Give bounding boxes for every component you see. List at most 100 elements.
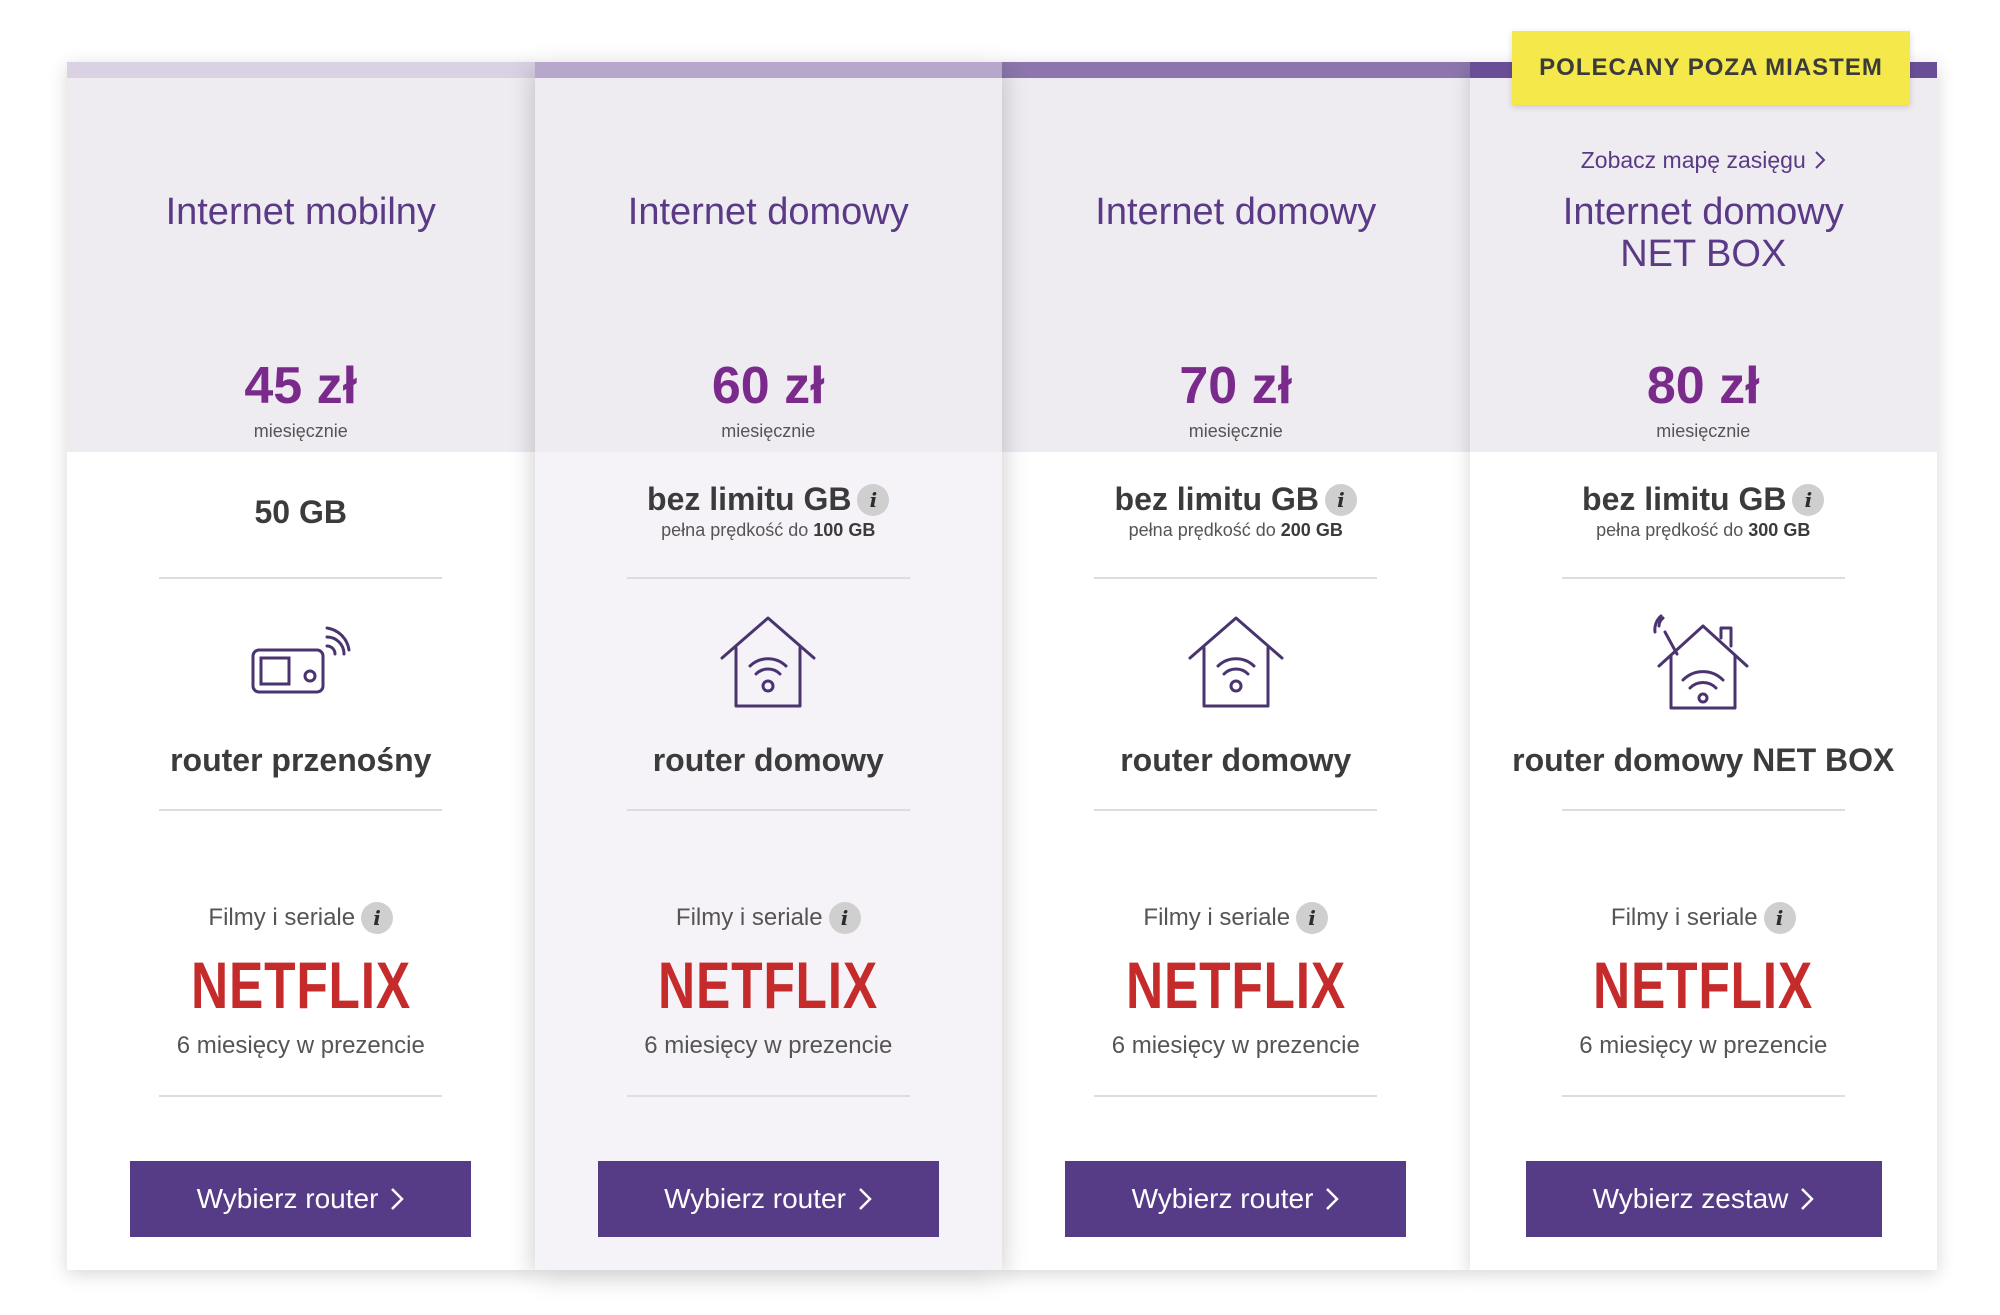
plan-price: 70 zł [1179, 357, 1293, 415]
router-icon-container [67, 607, 535, 717]
plan-price: 80 zł [1646, 357, 1760, 415]
promo-text: 6 miesięcy w prezencie [1111, 1032, 1360, 1059]
plan-card-home-70: Internet domowy 70 zł miesięcznie bez li… [1002, 62, 1470, 1270]
home-router-icon [720, 616, 816, 708]
divider [1094, 1095, 1377, 1097]
netflix-logo: NETFLIX [67, 950, 535, 1020]
netflix-wordmark: NETFLIX [190, 948, 411, 1022]
cta-label: Wybierz zestaw [1592, 1183, 1789, 1214]
divider [1561, 577, 1845, 579]
promo-text: 6 miesięcy w prezencie [176, 1032, 425, 1059]
speed-note-value: 300 GB [1748, 520, 1811, 540]
films-label: Filmy i seriale i [535, 902, 1003, 934]
card-top-bar [1002, 62, 1470, 78]
cta-label: Wybierz router [1131, 1183, 1314, 1214]
plan-header: Internet domowy [534, 78, 1002, 452]
info-icon[interactable]: i [828, 902, 861, 934]
portable-router-icon [251, 626, 351, 694]
card-top-bar [534, 62, 1002, 78]
speed-note-value: 100 GB [813, 520, 876, 540]
data-allowance: 50 GB [254, 494, 347, 530]
divider [159, 809, 442, 811]
films-label: Filmy i seriale i [1002, 902, 1470, 934]
data-allowance: bez limitu GB i [1002, 481, 1470, 517]
speed-note-prefix: pełna prędkość do [1128, 520, 1276, 540]
netbox-house-antenna-icon [1653, 614, 1749, 710]
home-router-icon [1188, 616, 1284, 708]
promo-text: 6 miesięcy w prezencie [1579, 1032, 1828, 1059]
divider [626, 809, 910, 811]
recommended-badge: POLECANY POZA MIASTEM [1512, 31, 1910, 105]
plan-period: miesięcznie [1188, 421, 1283, 441]
plan-price: 45 zł [244, 357, 358, 415]
info-icon[interactable]: i [857, 484, 890, 516]
router-icon-container [1002, 607, 1470, 717]
plan-header: Internet domowy [1002, 78, 1470, 452]
router-icon-container [1470, 607, 1938, 717]
plan-title: Internet domowy [627, 191, 909, 233]
netflix-logo: NETFLIX [1470, 950, 1938, 1020]
info-icon[interactable]: i [1763, 902, 1796, 934]
plan-title: Internet domowy [1095, 191, 1377, 233]
films-text: Filmy i seriale [1610, 904, 1758, 931]
info-icon[interactable]: i [361, 902, 394, 934]
choose-router-button[interactable]: Wybierz router [1065, 1161, 1406, 1237]
divider [1094, 577, 1377, 579]
speed-note-prefix: pełna prędkość do [1596, 520, 1744, 540]
card-top-bar [67, 62, 535, 78]
plan-header: Zobacz mapę zasięgu Internet domowy NET … [1469, 78, 1938, 452]
router-label: router domowy [1120, 742, 1352, 778]
coverage-map-link[interactable]: Zobacz mapę zasięgu [1470, 146, 1938, 174]
films-text: Filmy i seriale [675, 904, 823, 931]
data-speed-note: pełna prędkość do 100 GB [535, 519, 1003, 541]
films-label: Filmy i seriale i [1470, 902, 1938, 934]
chevron-right-icon [859, 1188, 872, 1210]
info-icon[interactable]: i [1792, 484, 1825, 516]
divider [626, 1095, 910, 1097]
divider [626, 577, 910, 579]
plan-title: Internet domowy [1562, 191, 1844, 233]
netflix-wordmark: NETFLIX [1125, 948, 1346, 1022]
router-label: router domowy [652, 742, 884, 778]
plan-grid: Internet mobilny 45 zł miesięcznie 50 GB… [67, 62, 1937, 1270]
films-label: Filmy i seriale i [67, 902, 535, 934]
chevron-right-icon [1326, 1188, 1340, 1210]
data-allowance: bez limitu GB i [1470, 481, 1938, 517]
plan-card-mobile-45: Internet mobilny 45 zł miesięcznie 50 GB… [67, 62, 535, 1270]
divider [1561, 809, 1845, 811]
plan-period: miesięcznie [1656, 421, 1751, 441]
films-text: Filmy i seriale [1143, 904, 1291, 931]
info-icon[interactable]: i [1324, 484, 1357, 516]
data-speed-note: pełna prędkość do 300 GB [1470, 519, 1938, 541]
plan-card-home-60: Internet domowy 60 zł miesięcznie bez li… [534, 62, 1003, 1270]
plan-header: Internet mobilny [67, 78, 535, 452]
plan-price: 60 zł [711, 357, 825, 415]
plan-title: Internet mobilny [165, 191, 436, 233]
choose-router-button[interactable]: Wybierz router [597, 1161, 939, 1237]
router-label: router przenośny [170, 742, 432, 778]
films-text: Filmy i seriale [208, 904, 356, 931]
chevron-right-icon [391, 1188, 405, 1210]
data-speed-note: pełna prędkość do 200 GB [1002, 519, 1470, 541]
chevron-right-icon [1801, 1188, 1815, 1210]
coverage-map-label: Zobacz mapę zasięgu [1580, 147, 1806, 173]
plan-period: miesięcznie [721, 421, 816, 441]
cta-label: Wybierz router [196, 1183, 379, 1214]
choose-bundle-button[interactable]: Wybierz zestaw [1525, 1161, 1882, 1237]
speed-note-value: 200 GB [1280, 520, 1343, 540]
data-allowance-text: bez limitu GB [647, 481, 852, 517]
divider [159, 577, 442, 579]
info-icon[interactable]: i [1296, 902, 1329, 934]
data-allowance-text: bez limitu GB [1114, 481, 1319, 517]
netflix-wordmark: NETFLIX [658, 948, 879, 1022]
divider [1561, 1095, 1845, 1097]
speed-note-prefix: pełna prędkość do [661, 520, 809, 540]
promo-text: 6 miesięcy w prezencie [644, 1032, 893, 1059]
router-icon-container [535, 607, 1003, 717]
netflix-wordmark: NETFLIX [1593, 948, 1814, 1022]
divider [1094, 809, 1377, 811]
choose-router-button[interactable]: Wybierz router [130, 1161, 471, 1237]
netflix-logo: NETFLIX [1002, 950, 1470, 1020]
cta-label: Wybierz router [664, 1183, 846, 1214]
chevron-right-icon [1815, 151, 1826, 169]
